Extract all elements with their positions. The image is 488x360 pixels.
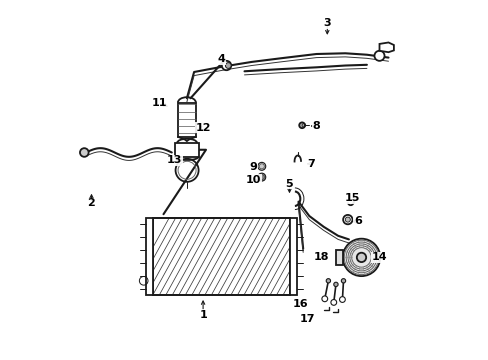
Circle shape — [341, 279, 345, 283]
Text: 2: 2 — [87, 198, 95, 208]
Bar — [152, 218, 289, 295]
Text: 4: 4 — [217, 54, 224, 64]
Bar — [178, 103, 196, 137]
Circle shape — [325, 279, 330, 283]
Text: 3: 3 — [323, 18, 330, 28]
Text: 5: 5 — [285, 179, 293, 189]
Bar — [289, 218, 296, 295]
Circle shape — [225, 63, 231, 68]
Text: 13: 13 — [166, 155, 182, 165]
Circle shape — [356, 253, 366, 262]
Circle shape — [343, 215, 352, 224]
Text: 12: 12 — [195, 123, 210, 133]
Bar — [152, 218, 289, 295]
Circle shape — [333, 282, 337, 287]
Bar — [335, 250, 342, 265]
Bar — [146, 218, 152, 295]
Circle shape — [342, 239, 380, 276]
Text: 16: 16 — [292, 299, 307, 309]
Text: 8: 8 — [312, 121, 320, 131]
Text: 7: 7 — [306, 159, 314, 169]
Text: 9: 9 — [249, 162, 257, 172]
Text: 1: 1 — [199, 310, 206, 320]
Text: 17: 17 — [299, 314, 315, 324]
Text: 6: 6 — [353, 216, 361, 226]
Polygon shape — [379, 42, 393, 52]
Circle shape — [339, 297, 345, 302]
Text: 14: 14 — [371, 252, 386, 262]
Circle shape — [80, 148, 88, 157]
Text: 10: 10 — [245, 175, 261, 185]
Circle shape — [222, 61, 231, 70]
Circle shape — [345, 217, 349, 222]
Text: 15: 15 — [344, 193, 360, 203]
Circle shape — [299, 122, 305, 128]
Text: 18: 18 — [313, 252, 329, 262]
Circle shape — [374, 51, 384, 61]
Circle shape — [257, 162, 265, 170]
Text: 11: 11 — [152, 98, 167, 108]
Bar — [175, 143, 199, 157]
Circle shape — [321, 296, 327, 302]
Circle shape — [257, 173, 265, 181]
Circle shape — [330, 300, 336, 305]
